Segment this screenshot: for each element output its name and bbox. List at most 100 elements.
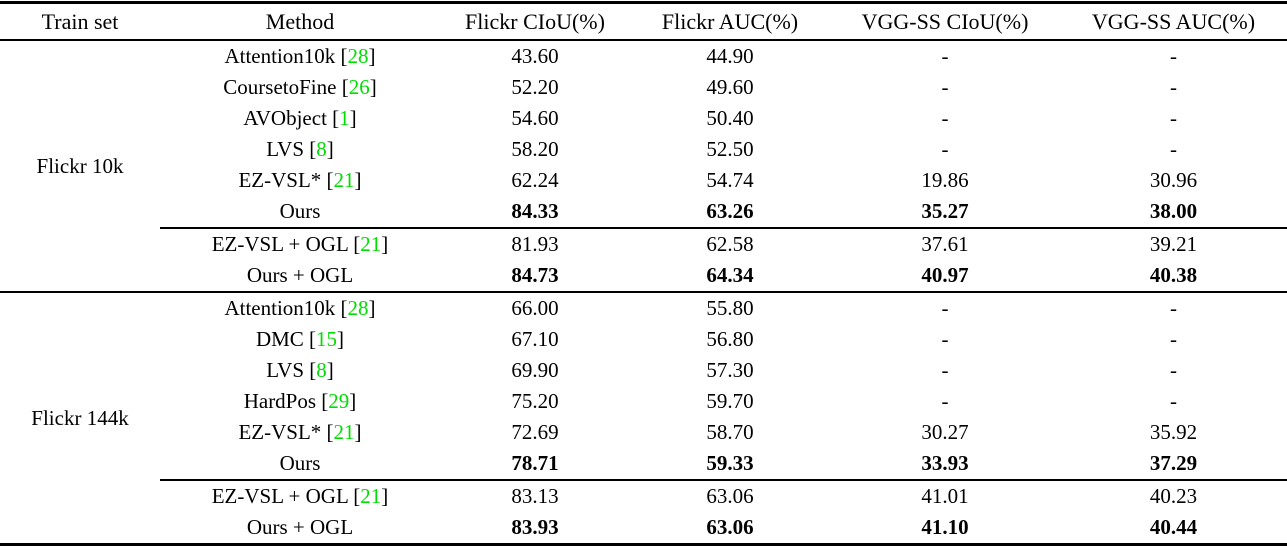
citation-bracket: [ <box>321 389 329 413</box>
table-row: Ours 84.33 63.26 35.27 38.00 <box>0 196 1287 228</box>
method-cell: EZ-VSL + OGL [21] <box>160 479 440 512</box>
table-row: CoursetoFine [26] 52.20 49.60 - - <box>0 72 1287 103</box>
table-row: Flickr 10k Attention10k [28] 43.60 44.90 - - <box>0 40 1287 178</box>
citation-bracket: ] <box>368 44 376 68</box>
value-cell: 67.10 <box>511 327 559 351</box>
citation-number: 28 <box>347 44 369 68</box>
value-cell: 84.73 <box>511 263 559 287</box>
method-name: HardPos <box>243 389 317 413</box>
method-cell: Attention10k [28] <box>160 40 440 72</box>
citation-number: 8 <box>316 358 327 382</box>
value-cell: - <box>1170 296 1177 320</box>
value-cell: 69.90 <box>511 358 559 382</box>
method-name: LVS <box>266 358 304 382</box>
value-cell: 75.20 <box>511 389 559 413</box>
method-name: Ours <box>279 199 321 223</box>
column-header: Flickr CIoU(%) <box>465 8 605 34</box>
value-cell: 59.33 <box>706 451 754 475</box>
value-cell: 78.71 <box>511 451 559 475</box>
value-cell: 33.93 <box>921 451 969 475</box>
method-name: CoursetoFine <box>223 75 337 99</box>
citation-bracket: ] <box>369 75 377 99</box>
method-cell: CoursetoFine [26] <box>160 72 440 103</box>
method-name: Attention10k <box>224 296 336 320</box>
value-cell: - <box>941 389 949 413</box>
value-cell: 49.60 <box>706 75 754 99</box>
value-cell: 52.50 <box>706 137 754 161</box>
citation-bracket: [ <box>326 420 334 444</box>
value-cell: 37.29 <box>1149 451 1198 475</box>
value-cell: 40.44 <box>1149 515 1198 539</box>
method-cell: EZ-VSL + OGL [21] <box>160 227 440 260</box>
table-row: Flickr 144k Attention10k [28] 66.00 55.80 - - <box>0 292 1287 430</box>
method-name: LVS <box>266 137 304 161</box>
table-row: Ours 78.71 59.33 33.93 37.29 <box>0 448 1287 480</box>
method-cell: Ours + OGL <box>160 260 440 292</box>
value-cell: 40.97 <box>921 263 969 287</box>
method-cell: EZ-VSL* [21] <box>160 417 440 448</box>
column-header: Train set <box>41 8 119 34</box>
citation-bracket: ] <box>354 420 362 444</box>
value-cell: - <box>1170 137 1177 161</box>
citation-number: 1 <box>339 106 350 130</box>
method-cell: LVS [8] <box>160 355 440 386</box>
value-cell: - <box>941 75 949 99</box>
value-cell: 41.10 <box>921 515 969 539</box>
value-cell: 39.21 <box>1060 227 1287 260</box>
value-cell: 72.69 <box>511 420 559 444</box>
citation-bracket: [ <box>332 106 340 130</box>
value-cell: 43.60 <box>511 44 559 68</box>
value-cell: 66.00 <box>511 296 559 320</box>
value-cell: 58.70 <box>706 420 754 444</box>
method-name: EZ-VSL* <box>238 168 322 192</box>
citation-number: 21 <box>360 484 382 508</box>
value-cell: 35.27 <box>921 199 969 223</box>
citation-bracket: [ <box>341 75 349 99</box>
value-cell: - <box>1170 389 1177 413</box>
value-cell: 35.92 <box>1149 420 1198 444</box>
train-set-cell: Flickr 10k <box>36 153 124 178</box>
column-header: Method <box>265 8 335 34</box>
method-name: Attention10k <box>224 44 336 68</box>
citation-bracket: [ <box>326 168 334 192</box>
method-name: Ours + OGL <box>246 515 354 539</box>
value-cell: 63.26 <box>706 199 754 223</box>
citation-bracket: [ <box>340 296 348 320</box>
value-cell: 54.60 <box>511 106 559 130</box>
value-cell: 83.93 <box>511 515 559 539</box>
method-cell: Ours <box>160 196 440 228</box>
citation-bracket: ] <box>337 327 345 351</box>
value-cell: 59.70 <box>706 389 754 413</box>
citation-number: 29 <box>328 389 350 413</box>
value-cell: 30.96 <box>1149 168 1198 192</box>
citation-bracket: [ <box>309 327 317 351</box>
value-cell: 38.00 <box>1149 199 1198 223</box>
method-name: AVObject <box>243 106 327 130</box>
citation-number: 28 <box>347 296 369 320</box>
citation-bracket: ] <box>349 389 357 413</box>
method-name: EZ-VSL* <box>238 420 322 444</box>
table-row: Ours + OGL 84.73 64.34 40.97 40.38 <box>0 260 1287 292</box>
value-cell: 84.33 <box>511 199 559 223</box>
value-cell: 63.06 <box>630 479 830 512</box>
citation-bracket: [ <box>340 44 348 68</box>
method-name: Ours <box>279 451 321 475</box>
table-row: EZ-VSL + OGL [21] 83.13 63.06 41.01 40.23 <box>0 479 1287 512</box>
value-cell: 19.86 <box>921 168 969 192</box>
value-cell: - <box>1170 75 1177 99</box>
citation-number: 26 <box>348 75 370 99</box>
citation-number: 21 <box>333 420 355 444</box>
method-name: DMC <box>255 327 304 351</box>
value-cell: 44.90 <box>706 44 754 68</box>
value-cell: 40.38 <box>1149 263 1198 287</box>
table-row: DMC [15] 67.10 56.80 - - <box>0 324 1287 355</box>
train-set-cell: Flickr 144k <box>31 405 129 430</box>
table-header: Train set Method Flickr CIoU(%) Flickr AUC(… <box>0 3 1287 40</box>
table-row: LVS [8] 69.90 57.30 - - <box>0 355 1287 386</box>
value-cell: 56.80 <box>706 327 754 351</box>
value-cell: 41.01 <box>830 479 1060 512</box>
method-cell: AVObject [1] <box>160 103 440 134</box>
table-row: EZ-VSL + OGL [21] 81.93 62.58 37.61 39.21 <box>0 227 1287 260</box>
value-cell: - <box>941 327 949 351</box>
